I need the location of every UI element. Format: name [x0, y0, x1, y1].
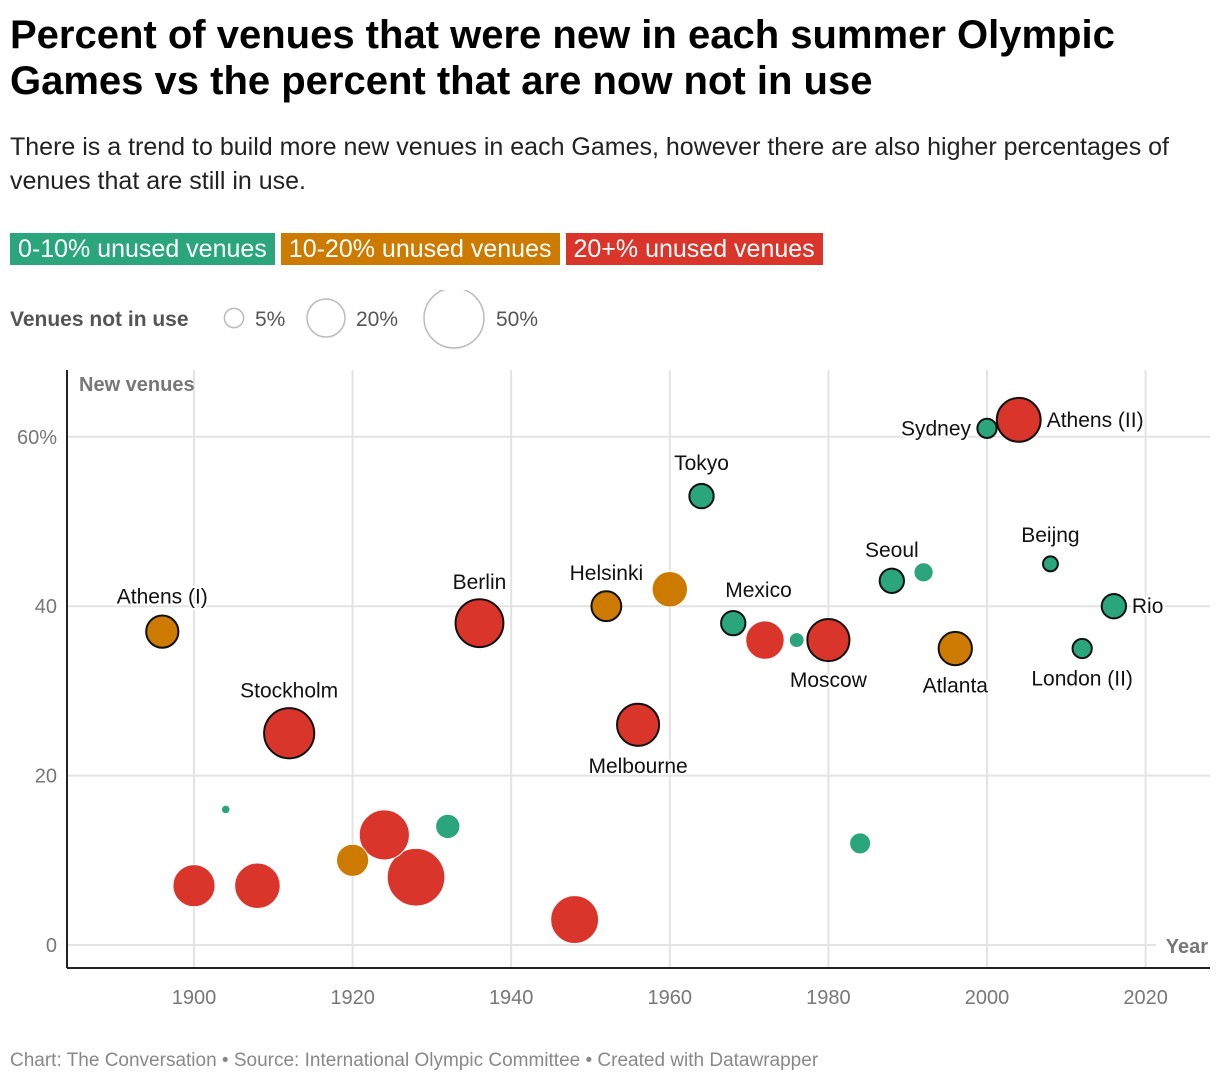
point-label: Helsinki [570, 562, 644, 585]
point-label: Sydney [901, 417, 972, 440]
y-tick-label: 40 [35, 596, 57, 618]
x-tick-label: 1900 [172, 987, 217, 1009]
size-legend-circle-50 [423, 290, 485, 349]
x-tick-label: 1960 [648, 987, 693, 1009]
data-point-1900 [172, 864, 216, 908]
x-axis-title-bg [1156, 930, 1210, 960]
data-point-1904 [220, 804, 231, 815]
point-label: Mexico [725, 579, 792, 602]
data-point-1960 [651, 571, 689, 608]
chart-title: Percent of venues that were new in each … [10, 13, 1115, 103]
size-legend-circle-5 [223, 307, 245, 329]
data-point-1984 [849, 832, 872, 855]
x-tick-label: 1980 [806, 987, 851, 1009]
y-axis-title: New venues [79, 374, 195, 396]
y-tick-label: 20 [35, 766, 57, 788]
data-point-1936 [454, 598, 505, 649]
data-point-1972 [745, 620, 785, 660]
y-tick-label: 60% [17, 427, 57, 449]
data-point-2008 [1041, 555, 1059, 573]
data-point-1896 [145, 614, 180, 649]
size-legend: Venues not in use 5% 20% 50% [10, 290, 610, 350]
data-point-1988 [878, 567, 906, 594]
legend-item-high: 20+% unused venues [565, 233, 823, 265]
x-tick-label: 2000 [965, 987, 1010, 1009]
point-label: Moscow [790, 669, 868, 692]
point-label: Beijng [1021, 524, 1079, 547]
point-label: Tokyo [674, 452, 729, 475]
scatter-plot: 1900 1920 1940 1960 1980 2000 2020 0 20 40 60% New … [17, 370, 1210, 1009]
point-label: Seoul [865, 539, 919, 562]
size-legend-circles [223, 290, 485, 349]
data-point-2000 [976, 417, 998, 439]
legend-item-mid: 10-20% unused venues [280, 233, 560, 265]
data-point-1980 [806, 618, 851, 663]
size-legend-circle-20 [306, 298, 346, 338]
data-point-1968 [720, 609, 747, 637]
chart-subtitle: There is a trend to build more new venue… [10, 133, 1169, 195]
chart-footer: Chart: The Conversation • Source: Intern… [10, 1050, 819, 1071]
size-legend-label-5: 5% [255, 308, 286, 331]
data-point-1964 [688, 482, 715, 510]
data-point-1912 [263, 707, 316, 760]
x-tick-label: 1920 [330, 987, 375, 1009]
y-tick-label: 0 [46, 935, 57, 957]
size-legend-label-50: 50% [496, 308, 539, 331]
point-label: Melbourne [588, 755, 687, 778]
data-point-1952 [590, 590, 623, 623]
data-point-2004 [995, 396, 1042, 443]
color-legend: 0-10% unused venues 10-20% unused venues… [10, 233, 823, 265]
point-label: Berlin [453, 571, 507, 594]
data-point-1996 [937, 630, 973, 667]
data-point-1956 [616, 702, 661, 747]
data-point-1948 [550, 895, 600, 945]
size-legend-title: Venues not in use [10, 308, 189, 331]
data-point-2012 [1071, 637, 1093, 660]
point-label: Atlanta [923, 675, 989, 698]
data-point-2016 [1100, 593, 1128, 620]
legend-item-low: 0-10% unused venues [10, 233, 275, 265]
point-label: London (II) [1031, 668, 1133, 691]
point-label: Rio [1132, 595, 1164, 618]
data-point-1920 [336, 843, 370, 877]
data-point-1992 [913, 562, 934, 583]
data-point-1976 [788, 632, 805, 649]
point-label: Athens (II) [1047, 409, 1144, 432]
point-label: Athens (I) [117, 586, 208, 609]
data-point-1924 [358, 809, 410, 861]
data-point-1908 [234, 862, 281, 909]
x-tick-label: 2020 [1123, 987, 1168, 1009]
x-axis-title: Year [1166, 936, 1208, 958]
data-point-1928 [386, 847, 446, 907]
size-legend-label-20: 20% [356, 308, 399, 331]
point-label: Stockholm [240, 679, 338, 702]
data-point-1932 [435, 813, 461, 840]
x-tick-label: 1940 [489, 987, 534, 1009]
